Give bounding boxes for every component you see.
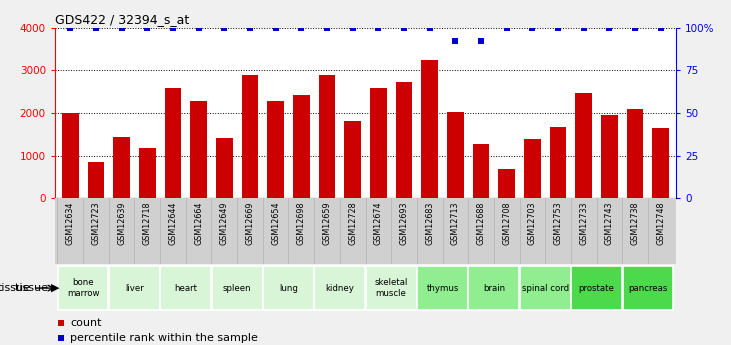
Bar bbox=[370, 88, 387, 198]
Bar bbox=[499, 169, 515, 198]
Text: GSM12713: GSM12713 bbox=[451, 201, 460, 245]
Bar bbox=[653, 128, 669, 198]
Text: GSM12698: GSM12698 bbox=[297, 201, 306, 245]
Text: spinal cord: spinal cord bbox=[522, 284, 569, 293]
Text: skeletal
muscle: skeletal muscle bbox=[374, 278, 408, 298]
Bar bbox=[524, 139, 541, 198]
Text: GSM12674: GSM12674 bbox=[374, 201, 383, 245]
Bar bbox=[575, 93, 592, 198]
Bar bbox=[623, 266, 673, 310]
Bar bbox=[571, 266, 622, 310]
Text: GSM12654: GSM12654 bbox=[271, 201, 280, 245]
Text: brain: brain bbox=[482, 284, 505, 293]
Text: GDS422 / 32394_s_at: GDS422 / 32394_s_at bbox=[55, 13, 189, 27]
Text: GSM12693: GSM12693 bbox=[400, 201, 409, 245]
Text: GSM12639: GSM12639 bbox=[117, 201, 126, 245]
Text: GSM12659: GSM12659 bbox=[322, 201, 331, 245]
Text: GSM12649: GSM12649 bbox=[220, 201, 229, 245]
Bar bbox=[293, 95, 310, 198]
Bar bbox=[344, 121, 361, 198]
Text: tissue: tissue bbox=[0, 283, 31, 293]
Text: bone
marrow: bone marrow bbox=[67, 278, 99, 298]
Text: heart: heart bbox=[174, 284, 197, 293]
Text: count: count bbox=[70, 318, 102, 328]
Bar bbox=[421, 60, 438, 198]
Text: GSM12703: GSM12703 bbox=[528, 201, 537, 245]
Bar bbox=[109, 266, 160, 310]
Bar bbox=[139, 148, 156, 198]
Text: GSM12718: GSM12718 bbox=[143, 201, 152, 245]
Text: GSM12644: GSM12644 bbox=[168, 201, 178, 245]
Bar bbox=[88, 162, 105, 198]
Bar bbox=[242, 75, 258, 198]
Bar bbox=[550, 127, 567, 198]
Text: GSM12669: GSM12669 bbox=[246, 201, 254, 245]
Bar bbox=[469, 266, 519, 310]
Bar bbox=[62, 113, 78, 198]
Text: GSM12738: GSM12738 bbox=[631, 201, 640, 245]
Text: prostate: prostate bbox=[579, 284, 615, 293]
Text: lung: lung bbox=[279, 284, 298, 293]
Text: spleen: spleen bbox=[223, 284, 251, 293]
Text: GSM12708: GSM12708 bbox=[502, 201, 511, 245]
Text: GSM12664: GSM12664 bbox=[194, 201, 203, 245]
Bar bbox=[58, 266, 108, 310]
Bar bbox=[395, 82, 412, 198]
Bar bbox=[268, 101, 284, 198]
Bar bbox=[319, 75, 336, 198]
Bar bbox=[626, 109, 643, 198]
Bar bbox=[160, 266, 211, 310]
Text: GSM12743: GSM12743 bbox=[605, 201, 614, 245]
Bar bbox=[190, 101, 207, 198]
Bar bbox=[113, 137, 130, 198]
Text: GSM12753: GSM12753 bbox=[553, 201, 563, 245]
Text: GSM12634: GSM12634 bbox=[66, 201, 75, 245]
Text: thymus: thymus bbox=[426, 284, 459, 293]
Text: liver: liver bbox=[125, 284, 144, 293]
Bar bbox=[314, 266, 366, 310]
Text: GSM12688: GSM12688 bbox=[477, 201, 485, 245]
Text: GSM12683: GSM12683 bbox=[425, 201, 434, 245]
Text: percentile rank within the sample: percentile rank within the sample bbox=[70, 333, 258, 343]
Text: pancreas: pancreas bbox=[628, 284, 667, 293]
Bar bbox=[212, 266, 262, 310]
Text: kidney: kidney bbox=[325, 284, 355, 293]
Bar bbox=[601, 115, 618, 198]
Bar bbox=[263, 266, 314, 310]
Bar bbox=[164, 88, 181, 198]
Text: GSM12723: GSM12723 bbox=[91, 201, 100, 245]
Bar bbox=[366, 266, 417, 310]
Text: tissue: tissue bbox=[15, 283, 51, 293]
Text: GSM12728: GSM12728 bbox=[348, 201, 357, 245]
Bar bbox=[520, 266, 571, 310]
Bar bbox=[447, 112, 463, 198]
Text: GSM12733: GSM12733 bbox=[579, 201, 588, 245]
Bar bbox=[473, 144, 489, 198]
Bar bbox=[417, 266, 468, 310]
Bar bbox=[216, 138, 232, 198]
Text: GSM12748: GSM12748 bbox=[656, 201, 665, 245]
Text: ▶: ▶ bbox=[51, 283, 60, 293]
